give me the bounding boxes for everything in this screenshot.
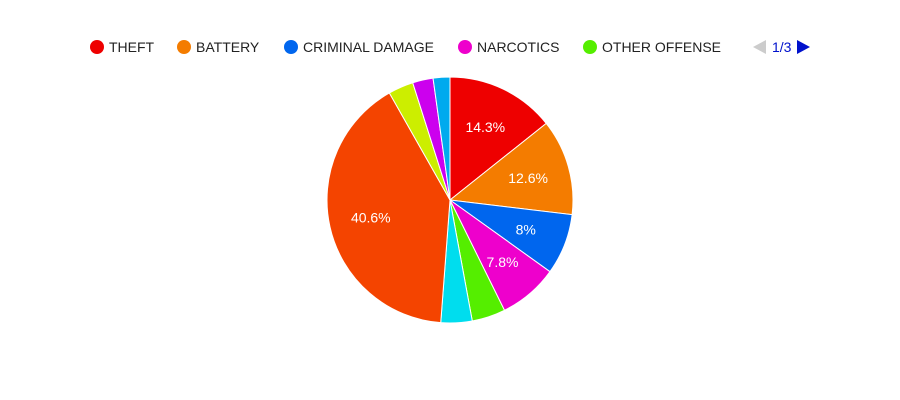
pie-slice-labels: 14.3% 12.6% 8% 7.8% 40.6% bbox=[351, 119, 548, 270]
pie-slice-label: 8% bbox=[516, 221, 536, 237]
legend-item[interactable]: BATTERY bbox=[177, 39, 260, 55]
legend-marker bbox=[284, 40, 298, 54]
legend-marker bbox=[177, 40, 191, 54]
pie-slices bbox=[326, 76, 574, 324]
legend-item[interactable]: OTHER OFFENSE bbox=[583, 39, 721, 55]
legend-label: THEFT bbox=[109, 39, 155, 55]
pie-slice-label: 14.3% bbox=[465, 119, 505, 135]
pie-slice[interactable] bbox=[449, 76, 547, 202]
pie-slice[interactable] bbox=[326, 92, 451, 324]
pager-next-icon[interactable] bbox=[797, 40, 810, 54]
legend-label: CRIMINAL DAMAGE bbox=[303, 39, 434, 55]
legend-marker bbox=[458, 40, 472, 54]
legend-pager: 1/3 bbox=[753, 39, 810, 55]
legend-item[interactable]: CRIMINAL DAMAGE bbox=[284, 39, 434, 55]
pie-slice-label: 40.6% bbox=[351, 210, 391, 226]
pager-page-indicator: 1/3 bbox=[772, 39, 792, 55]
legend-marker bbox=[90, 40, 104, 54]
pie-slice-label: 12.6% bbox=[508, 170, 548, 186]
legend: THEFT BATTERY CRIMINAL DAMAGE NARCOTICS OTHE… bbox=[90, 39, 721, 55]
pie-slice-label: 7.8% bbox=[487, 254, 519, 270]
legend-item[interactable]: THEFT bbox=[90, 39, 155, 55]
pie-slice[interactable] bbox=[448, 122, 574, 216]
legend-label: NARCOTICS bbox=[477, 39, 559, 55]
legend-item[interactable]: NARCOTICS bbox=[458, 39, 559, 55]
legend-label: OTHER OFFENSE bbox=[602, 39, 721, 55]
pie-slice[interactable] bbox=[432, 76, 451, 201]
legend-marker bbox=[583, 40, 597, 54]
pager-prev-icon[interactable] bbox=[753, 40, 766, 54]
legend-label: BATTERY bbox=[196, 39, 260, 55]
